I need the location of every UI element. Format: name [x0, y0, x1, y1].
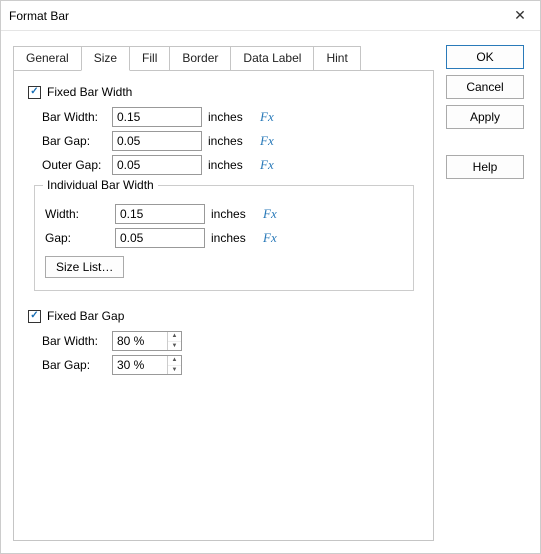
bar-gap-fx-button[interactable]: Fx [256, 133, 278, 149]
pct-bar-width-value: 80 % [113, 334, 167, 348]
outer-gap-unit: inches [208, 158, 250, 172]
individual-gap-fx-button[interactable]: Fx [259, 230, 281, 246]
bar-width-unit: inches [208, 110, 250, 124]
cancel-button[interactable]: Cancel [446, 75, 524, 99]
individual-gap-label: Gap: [45, 231, 109, 245]
pct-bar-width-arrows: ▲ ▼ [167, 332, 181, 350]
size-list-row: Size List… [45, 256, 403, 278]
close-button[interactable]: ✕ [500, 1, 540, 31]
format-bar-dialog: Format Bar ✕ General Size Fill Border Da… [0, 0, 541, 554]
fixed-bar-width-checkbox[interactable] [28, 86, 41, 99]
pct-bar-width-label: Bar Width: [42, 334, 106, 348]
help-button[interactable]: Help [446, 155, 524, 179]
pct-bar-width-spinner[interactable]: 80 % ▲ ▼ [112, 331, 182, 351]
pct-bar-gap-spinner[interactable]: 30 % ▲ ▼ [112, 355, 182, 375]
individual-gap-input[interactable] [115, 228, 205, 248]
bar-width-row: Bar Width: inches Fx [42, 107, 419, 127]
bar-gap-row: Bar Gap: inches Fx [42, 131, 419, 151]
fixed-bar-width-label: Fixed Bar Width [47, 85, 132, 99]
pct-bar-gap-label: Bar Gap: [42, 358, 106, 372]
left-pane: General Size Fill Border Data Label Hint… [13, 41, 434, 541]
pct-bar-gap-row: Bar Gap: 30 % ▲ ▼ [42, 355, 419, 375]
bar-gap-label: Bar Gap: [42, 134, 106, 148]
tab-fill[interactable]: Fill [129, 46, 170, 71]
individual-group-legend: Individual Bar Width [43, 178, 158, 192]
outer-gap-input[interactable] [112, 155, 202, 175]
tab-hint[interactable]: Hint [313, 46, 360, 71]
outer-gap-row: Outer Gap: inches Fx [42, 155, 419, 175]
tab-size[interactable]: Size [81, 46, 130, 71]
pct-bar-width-row: Bar Width: 80 % ▲ ▼ [42, 331, 419, 351]
size-tab-panel: Fixed Bar Width Bar Width: inches Fx Bar… [13, 70, 434, 541]
individual-gap-row: Gap: inches Fx [45, 228, 403, 248]
individual-width-input[interactable] [115, 204, 205, 224]
pct-bar-width-down-icon[interactable]: ▼ [168, 342, 181, 351]
tab-border[interactable]: Border [169, 46, 231, 71]
size-list-button[interactable]: Size List… [45, 256, 124, 278]
dialog-body: General Size Fill Border Data Label Hint… [1, 31, 540, 553]
fixed-bar-width-row: Fixed Bar Width [28, 85, 419, 99]
titlebar: Format Bar ✕ [1, 1, 540, 31]
ok-button[interactable]: OK [446, 45, 524, 69]
individual-gap-unit: inches [211, 231, 253, 245]
individual-bar-width-group: Individual Bar Width Width: inches Fx Ga… [34, 185, 414, 291]
fixed-bar-gap-row: Fixed Bar Gap [28, 309, 419, 323]
tab-strip: General Size Fill Border Data Label Hint [13, 45, 434, 70]
right-button-pane: OK Cancel Apply Help [446, 41, 528, 541]
fixed-bar-gap-checkbox[interactable] [28, 310, 41, 323]
individual-width-fx-button[interactable]: Fx [259, 206, 281, 222]
pct-bar-gap-down-icon[interactable]: ▼ [168, 366, 181, 375]
pct-bar-gap-arrows: ▲ ▼ [167, 356, 181, 374]
bar-gap-input[interactable] [112, 131, 202, 151]
dialog-title: Format Bar [9, 9, 69, 23]
outer-gap-fx-button[interactable]: Fx [256, 157, 278, 173]
pct-bar-gap-up-icon[interactable]: ▲ [168, 356, 181, 366]
tab-general[interactable]: General [13, 46, 82, 71]
individual-width-label: Width: [45, 207, 109, 221]
bar-width-fx-button[interactable]: Fx [256, 109, 278, 125]
bar-gap-unit: inches [208, 134, 250, 148]
pct-bar-width-up-icon[interactable]: ▲ [168, 332, 181, 342]
pct-bar-gap-value: 30 % [113, 358, 167, 372]
individual-width-unit: inches [211, 207, 253, 221]
bar-width-label: Bar Width: [42, 110, 106, 124]
individual-width-row: Width: inches Fx [45, 204, 403, 224]
bar-width-input[interactable] [112, 107, 202, 127]
outer-gap-label: Outer Gap: [42, 158, 106, 172]
fixed-bar-gap-label: Fixed Bar Gap [47, 309, 124, 323]
apply-button[interactable]: Apply [446, 105, 524, 129]
tab-data-label[interactable]: Data Label [230, 46, 314, 71]
close-icon: ✕ [514, 7, 526, 24]
